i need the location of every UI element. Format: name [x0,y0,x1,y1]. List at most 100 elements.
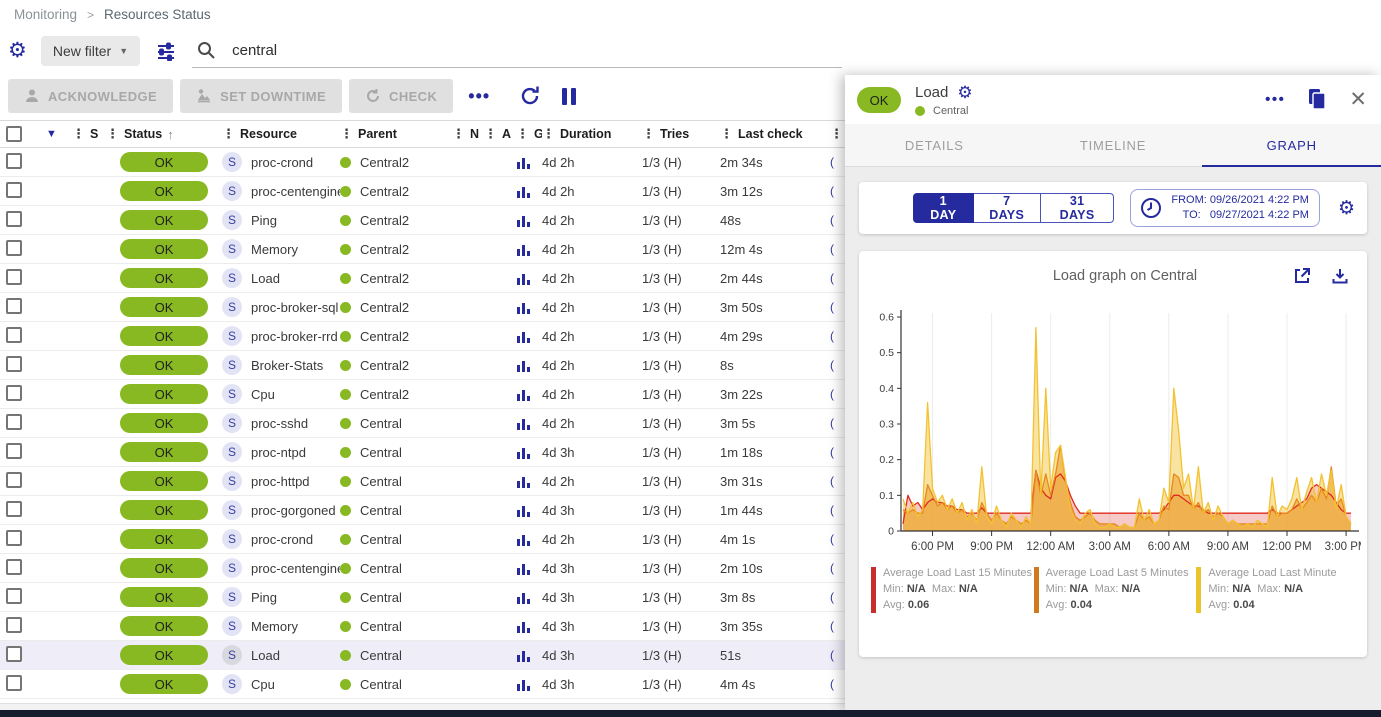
range-1-day-button[interactable]: 1 DAY [913,193,974,223]
custom-time-period-button[interactable]: FROM: 09/26/2021 4:22 PM TO: 09/27/2021 … [1130,189,1320,227]
filter-settings-gear-icon[interactable]: ⚙ [8,39,27,62]
pause-button[interactable] [562,87,577,105]
new-filter-dropdown[interactable]: New filter ▼ [40,35,141,66]
horizontal-scrollbar[interactable] [0,703,1381,710]
column-header-information[interactable]: ⋮ [830,126,842,142]
row-checkbox[interactable] [6,152,22,169]
parent-name[interactable]: Central2 [360,386,410,402]
parent-name[interactable]: Central2 [360,270,410,286]
graph-icon[interactable] [516,358,531,373]
resource-name[interactable]: Cpu [251,676,275,692]
refresh-button[interactable] [519,85,541,107]
parent-name[interactable]: Central [360,444,402,460]
parent-name[interactable]: Central [360,676,402,692]
column-header-graph[interactable]: ⋮ G [516,126,542,141]
row-checkbox[interactable] [6,616,22,633]
graph-icon[interactable] [516,387,531,402]
resource-name[interactable]: Broker-Stats [251,357,324,373]
graph-icon[interactable] [516,242,531,257]
graph-icon[interactable] [516,677,531,692]
row-checkbox[interactable] [6,239,22,256]
column-header-parent[interactable]: ⋮ Parent [340,126,397,141]
resource-name[interactable]: Load [251,270,280,286]
parent-name[interactable]: Central [360,618,402,634]
expand-selection-icon[interactable]: ▼ [46,128,57,140]
tune-filters-icon[interactable] [156,41,176,61]
parent-name[interactable]: Central2 [360,241,410,257]
column-header-severity[interactable]: ⋮ S [72,126,99,141]
parent-name[interactable]: Central2 [360,154,410,170]
row-checkbox[interactable] [6,268,22,285]
resource-name[interactable]: proc-gorgoned [251,502,336,518]
resource-name[interactable]: Load [251,647,280,663]
resource-name[interactable]: proc-ntpd [251,444,306,460]
column-header-acknowledged[interactable]: ⋮ A [484,126,512,141]
resource-name[interactable]: proc-crond [251,154,314,170]
row-checkbox[interactable] [6,558,22,575]
graph-icon[interactable] [516,329,531,344]
graph-icon[interactable] [516,590,531,605]
graph-icon[interactable] [516,184,531,199]
row-checkbox[interactable] [6,384,22,401]
graph-icon[interactable] [516,416,531,431]
graph-icon[interactable] [516,503,531,518]
graph-icon[interactable] [516,648,531,663]
set-downtime-button[interactable]: SET DOWNTIME [180,79,343,113]
row-checkbox[interactable] [6,471,22,488]
column-header-tries[interactable]: ⋮ Tries [642,126,690,141]
resource-name[interactable]: Memory [251,241,298,257]
resource-name[interactable]: Ping [251,212,278,228]
graph-icon[interactable] [516,300,531,315]
range-7-days-button[interactable]: 7 DAYS [973,193,1041,223]
range-31-days-button[interactable]: 31 DAYS [1040,193,1115,223]
column-header-duration[interactable]: ⋮ Duration [542,126,612,141]
close-panel-button[interactable]: ✕ [1349,87,1367,111]
parent-name[interactable]: Central [360,502,402,518]
column-header-resource[interactable]: ⋮ Resource [222,126,297,141]
row-checkbox[interactable] [6,587,22,604]
row-checkbox[interactable] [6,326,22,343]
row-checkbox[interactable] [6,413,22,430]
parent-name[interactable]: Central [360,473,402,489]
resource-name[interactable]: proc-broker-sql [251,299,339,315]
breadcrumb-resources-status[interactable]: Resources Status [104,7,211,22]
column-header-status[interactable]: ⋮ Status ↑ [106,126,174,142]
parent-name[interactable]: Central [360,647,402,663]
resource-name[interactable]: proc-sshd [251,415,309,431]
tab-graph[interactable]: GRAPH [1202,124,1381,167]
graph-settings-gear-icon[interactable]: ⚙ [1337,197,1355,219]
resource-name[interactable]: Memory [251,618,298,634]
search-input[interactable] [232,41,793,59]
row-checkbox[interactable] [6,210,22,227]
column-header-notification[interactable]: ⋮ N [452,126,480,141]
resource-name[interactable]: proc-centengine [251,560,340,576]
resource-name[interactable]: Cpu [251,386,275,402]
tab-details[interactable]: DETAILS [845,124,1024,166]
graph-icon[interactable] [516,532,531,547]
graph-icon[interactable] [516,445,531,460]
parent-name[interactable]: Central [360,415,402,431]
select-all-checkbox[interactable] [6,126,22,142]
parent-name[interactable]: Central [360,560,402,576]
row-checkbox[interactable] [6,355,22,372]
graph-icon[interactable] [516,213,531,228]
export-button[interactable] [1331,267,1349,285]
breadcrumb-monitoring[interactable]: Monitoring [14,7,78,22]
parent-name[interactable]: Central [360,589,402,605]
resource-name[interactable]: proc-centengine [251,183,340,199]
row-checkbox[interactable] [6,297,22,314]
graph-icon[interactable] [516,561,531,576]
graph-icon[interactable] [516,155,531,170]
resource-name[interactable]: proc-broker-rrd [251,328,338,344]
parent-name[interactable]: Central2 [360,357,410,373]
panel-more-button[interactable]: ••• [1265,90,1286,108]
check-button[interactable]: CHECK [349,79,454,113]
row-checkbox[interactable] [6,500,22,517]
graph-icon[interactable] [516,619,531,634]
copy-link-button[interactable] [1307,88,1327,110]
resource-name[interactable]: Ping [251,589,278,605]
column-header-last-check[interactable]: ⋮ Last check [720,126,803,141]
tab-timeline[interactable]: TIMELINE [1024,124,1203,166]
parent-name[interactable]: Central [360,531,402,547]
row-checkbox[interactable] [6,529,22,546]
